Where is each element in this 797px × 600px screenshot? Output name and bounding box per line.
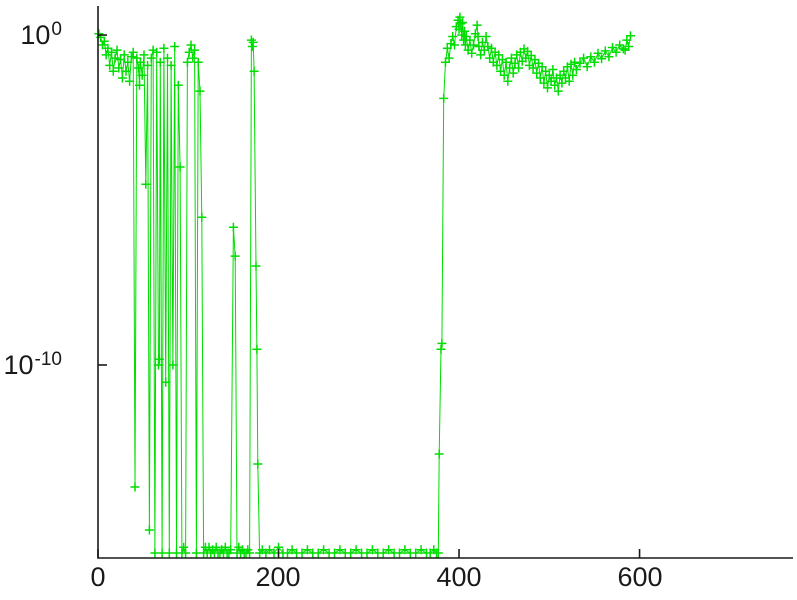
series-line <box>98 17 631 555</box>
tick-exponent: 0 <box>51 19 62 40</box>
series-markers <box>94 12 635 558</box>
x-axis-tick-label-3: 600 <box>617 562 663 592</box>
tick-base: 10 <box>3 350 34 380</box>
y-axis-tick-label-0: 100 <box>20 20 62 49</box>
x-axis-tick-label-1: 200 <box>255 562 301 592</box>
tick-base: 10 <box>20 20 51 50</box>
y-axis-tick-label-1: 10-10 <box>3 350 62 379</box>
x-axis-tick-label-0: 0 <box>90 562 106 592</box>
x-axis-tick-label-2: 400 <box>436 562 482 592</box>
tick-exponent: -10 <box>34 349 62 370</box>
